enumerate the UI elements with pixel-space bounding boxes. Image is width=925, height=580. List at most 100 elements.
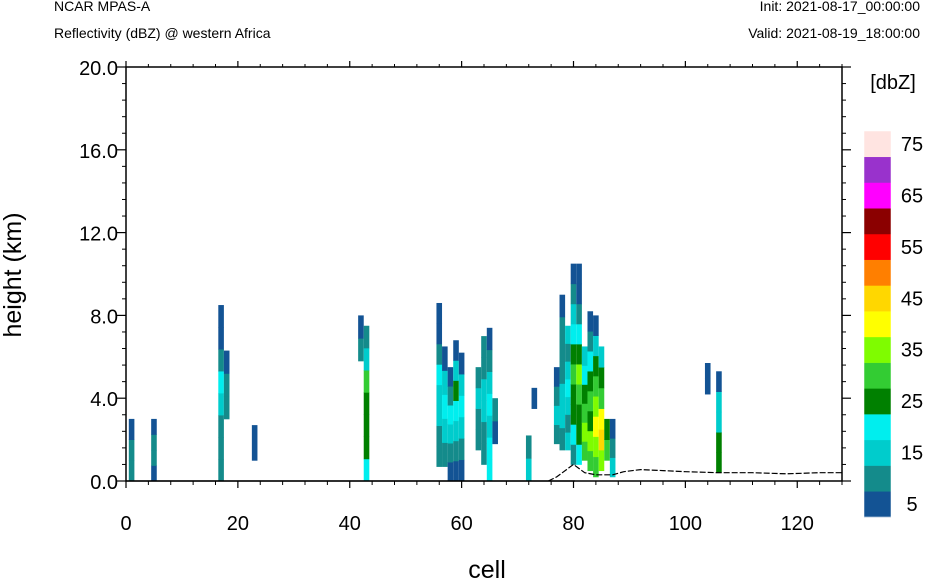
- reflectivity-cell: [363, 370, 370, 393]
- reflectivity-cell: [442, 418, 448, 443]
- reflectivity-cell: [593, 416, 599, 437]
- reflectivity-cell: [576, 364, 582, 385]
- reflectivity-cell: [598, 367, 605, 389]
- reflectivity-cell: [492, 420, 498, 445]
- reflectivity-cell: [363, 414, 370, 438]
- reflectivity-cell: [363, 392, 370, 415]
- reflectivity-cell: [593, 355, 599, 377]
- reflectivity-cell: [593, 375, 599, 397]
- reflectivity-cell: [576, 263, 582, 285]
- reflectivity-cell: [486, 459, 493, 482]
- reflectivity-cell: [458, 395, 465, 418]
- reflectivity-cell: [486, 327, 493, 351]
- colorbar-swatch: [864, 208, 891, 235]
- reflectivity-cell: [587, 351, 594, 372]
- colorbar-label: 35: [901, 340, 923, 362]
- colorbar-label: 55: [901, 237, 923, 259]
- reflectivity-cell: [486, 393, 493, 416]
- init-time: Init: 2021-08-17_00:00:00: [760, 0, 921, 14]
- reflectivity-cell: [576, 303, 582, 325]
- reflectivity-cell: [716, 391, 722, 413]
- reflectivity-cell: [481, 400, 487, 423]
- reflectivity-cell: [565, 343, 571, 362]
- reflectivity-cell: [436, 323, 443, 345]
- reflectivity-cell: [587, 390, 594, 412]
- reflectivity-cell: [565, 432, 571, 451]
- x-tick-label: 20: [227, 513, 249, 535]
- reflectivity-cell: [442, 442, 448, 467]
- reflectivity-cell: [436, 302, 443, 324]
- x-tick-label: 120: [781, 513, 814, 535]
- reflectivity-cell: [559, 427, 566, 451]
- reflectivity-cell: [581, 441, 588, 461]
- reflectivity-cell: [565, 325, 571, 344]
- reflectivity-cell: [587, 371, 594, 392]
- reflectivity-cell: [458, 459, 465, 482]
- reflectivity-cell: [576, 283, 582, 305]
- y-tick-label: 20.0: [79, 58, 118, 80]
- reflectivity-cell: [436, 364, 443, 386]
- reflectivity-cell: [442, 370, 448, 395]
- colorbar-swatch: [864, 388, 891, 415]
- reflectivity-cell: [151, 465, 157, 482]
- reflectivity-cell: [458, 374, 465, 396]
- reflectivity-cell: [609, 438, 616, 458]
- reflectivity-cell: [447, 405, 454, 425]
- reflectivity-cell: [559, 339, 566, 362]
- reflectivity-cell: [436, 343, 443, 365]
- colorbar-swatch: [864, 414, 891, 441]
- colorbar-title: [dbZ]: [870, 72, 916, 94]
- reflectivity-cell: [587, 450, 594, 472]
- reflectivity-cell: [475, 367, 482, 389]
- reflectivity-cell: [553, 424, 560, 445]
- reflectivity-cell: [576, 384, 582, 405]
- colorbar-label: 45: [901, 288, 923, 310]
- reflectivity-cell: [570, 424, 577, 445]
- reflectivity-cell: [486, 349, 493, 372]
- colorbar-swatch: [864, 156, 891, 183]
- reflectivity-cell: [453, 400, 459, 422]
- reflectivity-cell: [704, 378, 711, 395]
- reflectivity-cell: [447, 367, 454, 387]
- reflectivity-cell: [481, 443, 487, 465]
- reflectivity-cell: [559, 316, 566, 340]
- reflectivity-cell: [218, 393, 224, 416]
- reflectivity-cell: [128, 418, 135, 440]
- reflectivity-cell: [363, 347, 370, 371]
- reflectivity-cell: [218, 349, 224, 372]
- reflectivity-cell: [218, 437, 224, 460]
- colorbar-swatch: [864, 362, 891, 389]
- reflectivity-cell: [716, 411, 722, 433]
- reflectivity-cell: [363, 436, 370, 460]
- reflectivity-cell: [593, 335, 599, 357]
- y-axis: 0.0 4.0 8.0 12.0 16.0 20.0: [79, 58, 851, 494]
- reflectivity-cell: [447, 462, 454, 482]
- reflectivity-cell: [525, 435, 532, 459]
- x-axis: 0 20 40 60 80 100 120: [120, 61, 843, 535]
- reflectivity-cell: [581, 365, 588, 385]
- reflectivity-cell: [570, 343, 577, 365]
- valid-time: Valid: 2021-08-19_18:00:00: [748, 25, 920, 41]
- reflectivity-cell: [453, 460, 459, 482]
- reflectivity-cell: [458, 438, 465, 461]
- colorbar-swatch: [864, 131, 891, 158]
- x-axis-title: cell: [468, 556, 506, 580]
- reflectivity-cell: [570, 384, 577, 405]
- x-tick-label: 100: [669, 513, 702, 535]
- reflectivity-cell: [218, 459, 224, 482]
- reflectivity-cell: [475, 429, 482, 451]
- model-title: NCAR MPAS-A: [54, 0, 151, 14]
- reflectivity-cell: [576, 424, 582, 445]
- reflectivity-cell: [598, 387, 605, 409]
- reflectivity-cell: [218, 371, 224, 394]
- reflectivity-cell: [151, 434, 157, 451]
- reflectivity-cell: [581, 384, 588, 404]
- terrain-line: [548, 463, 842, 482]
- reflectivity-cell: [218, 305, 224, 328]
- reflectivity-cell: [587, 311, 594, 332]
- colorbar-swatch: [864, 336, 891, 363]
- reflectivity-cell: [570, 283, 577, 305]
- reflectivity-cell: [704, 363, 711, 379]
- reflectivity-cell: [128, 439, 135, 461]
